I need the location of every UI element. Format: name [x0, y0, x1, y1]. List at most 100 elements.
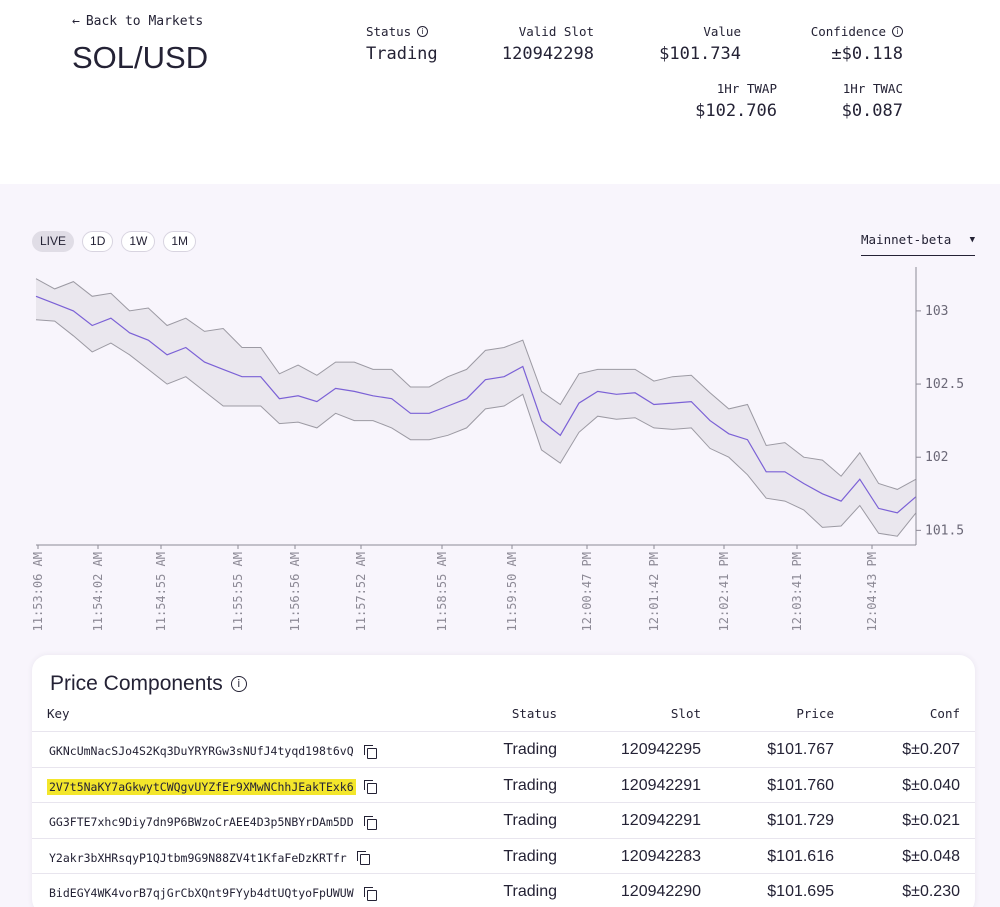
copy-icon[interactable] — [363, 744, 377, 759]
status-cell: Trading — [503, 847, 557, 865]
value-label: Value — [703, 24, 741, 39]
twac-value: $0.087 — [841, 101, 903, 121]
copy-icon[interactable] — [363, 780, 377, 794]
network-select[interactable]: Mainnet-beta ▼ — [861, 232, 975, 256]
value-stat: Value $101.734 — [659, 24, 741, 64]
price-chart[interactable]: 103 102.5 102 101.5 11:53:06 AM 11:54:02 AM 1… — [0, 262, 1000, 652]
publisher-key[interactable]: GKNcUmNacSJo4S2Kq3DuYRYRGw3sNUfJ4tyqd198… — [49, 744, 354, 758]
info-icon[interactable]: i — [230, 676, 247, 692]
price-cell: $101.767 — [767, 741, 834, 758]
y-tick-label: 103 — [925, 304, 948, 319]
slot-cell: 120942290 — [620, 883, 701, 900]
x-tick-label: 12:02:41 PM — [717, 552, 731, 631]
x-tick-label: 11:53:06 AM — [31, 552, 45, 631]
col-header-key: Key — [47, 706, 70, 721]
publisher-key-cell: Y2akr3bXHRsqyP1QJtbm9G9N88ZV4t1KfaFeDzKR… — [47, 850, 370, 866]
range-live-button[interactable]: LIVE — [32, 231, 75, 252]
table-row: BidEGY4WK4vorB7qjGrCbXQnt9FYyb4dtUQtyoFp… — [32, 873, 975, 907]
y-tick-label: 102.5 — [925, 377, 964, 392]
status-cell: Trading — [503, 812, 557, 829]
copy-icon[interactable] — [363, 886, 377, 901]
confidence-upper-line — [35, 278, 917, 490]
confidence-lower-line — [35, 319, 917, 537]
status-label: Status — [366, 24, 412, 39]
copy-icon[interactable] — [356, 851, 370, 865]
x-tick-label: 11:54:55 AM — [154, 552, 168, 631]
x-tick-label: 11:55:55 AM — [231, 552, 245, 631]
copy-icon[interactable] — [363, 815, 377, 830]
publisher-key[interactable]: Y2akr3bXHRsqyP1QJtbm9G9N88ZV4t1KfaFeDzKR… — [49, 850, 347, 865]
conf-cell: $±0.230 — [902, 883, 960, 900]
confidence-band-area — [36, 278, 916, 537]
col-header-slot: Slot — [670, 706, 701, 721]
conf-cell: $±0.048 — [902, 847, 960, 865]
slot-cell: 120942295 — [620, 741, 701, 758]
publisher-key-cell: GKNcUmNacSJo4S2Kq3DuYRYRGw3sNUfJ4tyqd198… — [47, 743, 377, 759]
col-header-conf: Conf — [929, 706, 960, 721]
x-tick-label: 11:57:52 AM — [354, 552, 368, 631]
x-tick-label: 12:01:42 PM — [647, 552, 661, 631]
x-tick-label: 11:58:55 AM — [435, 552, 449, 631]
back-link-label: Back to Markets — [85, 14, 204, 29]
price-components-title: Price Components — [50, 672, 223, 695]
valid-slot-value: 120942298 — [501, 44, 594, 64]
conf-cell: $±0.040 — [902, 776, 960, 794]
network-select-value: Mainnet-beta — [861, 232, 952, 247]
publisher-key[interactable]: 2V7t5NaKY7aGkwytCWQgvUYZfEr9XMwNChhJEakT… — [47, 778, 356, 795]
table-row: Y2akr3bXHRsqyP1QJtbm9G9N88ZV4t1KfaFeDzKR… — [32, 837, 975, 873]
y-axis-labels: 103 102.5 102 101.5 — [916, 304, 964, 538]
conf-cell: $±0.207 — [902, 741, 960, 758]
status-value: Trading — [366, 44, 438, 64]
range-1w-button[interactable]: 1W — [121, 231, 156, 252]
twap-label: 1Hr TWAP — [716, 81, 777, 96]
valid-slot-stat: Valid Slot 120942298 — [502, 24, 594, 64]
status-cell: Trading — [503, 741, 557, 758]
col-header-price: Price — [796, 706, 834, 721]
publisher-key[interactable]: BidEGY4WK4vorB7qjGrCbXQnt9FYyb4dtUQtyoFp… — [49, 886, 354, 900]
col-header-status: Status — [511, 706, 557, 721]
price-cell: $101.760 — [767, 776, 834, 794]
page-title: SOL/USD — [72, 40, 209, 75]
info-icon[interactable]: i — [417, 26, 429, 37]
price-cell: $101.616 — [767, 847, 834, 865]
value-value: $101.734 — [659, 44, 741, 64]
price-components-card: Price Components i Key Status Slot Price… — [32, 655, 975, 907]
info-icon[interactable]: i — [892, 26, 903, 37]
status-cell: Trading — [503, 883, 557, 900]
slot-cell: 120942283 — [620, 847, 701, 865]
confidence-stat: Confidence i ±$0.118 — [811, 24, 903, 64]
table-row: GKNcUmNacSJo4S2Kq3DuYRYRGw3sNUfJ4tyqd198… — [32, 731, 975, 766]
publisher-key[interactable]: GG3FTE7xhc9Diy7dn9P6BWzoCrAEE4D3p5NBYrDA… — [49, 815, 354, 829]
x-tick-label: 11:56:56 AM — [288, 552, 302, 631]
price-components-heading: Price Components i — [50, 672, 247, 696]
slot-cell: 120942291 — [620, 776, 701, 794]
price-line — [35, 295, 917, 514]
time-range-selector: LIVE 1D 1W 1M — [32, 231, 197, 252]
range-1d-button[interactable]: 1D — [82, 231, 114, 252]
slot-cell: 120942291 — [620, 812, 701, 829]
x-tick-label: 12:03:41 PM — [790, 552, 804, 631]
y-tick-label: 102 — [925, 450, 948, 465]
chart-axes — [36, 267, 917, 546]
conf-cell: $±0.021 — [902, 812, 960, 829]
x-tick-label: 12:04:43 PM — [865, 552, 879, 631]
x-axis-labels: 11:53:06 AM 11:54:02 AM 11:54:55 AM 11:55:5… — [31, 545, 879, 631]
status-stat: Status i Trading — [366, 24, 438, 64]
caret-down-icon: ▼ — [969, 235, 975, 245]
twap-value: $102.706 — [695, 101, 777, 121]
y-tick-label: 101.5 — [925, 523, 964, 538]
price-cell: $101.695 — [767, 883, 834, 900]
price-cell: $101.729 — [767, 812, 834, 829]
twac-label: 1Hr TWAC — [842, 81, 903, 96]
x-tick-label: 12:00:47 PM — [580, 552, 594, 631]
table-row: GG3FTE7xhc9Diy7dn9P6BWzoCrAEE4D3p5NBYrDA… — [32, 802, 975, 837]
price-series-line — [35, 295, 917, 514]
twac-stat: 1Hr TWAC $0.087 — [842, 81, 903, 121]
range-1m-button[interactable]: 1M — [163, 231, 197, 252]
publisher-key-cell: BidEGY4WK4vorB7qjGrCbXQnt9FYyb4dtUQtyoFp… — [47, 885, 377, 901]
confidence-band — [35, 278, 917, 537]
confidence-value: ±$0.118 — [831, 44, 903, 64]
publisher-key-cell: 2V7t5NaKY7aGkwytCWQgvUYZfEr9XMwNChhJEakT… — [47, 778, 377, 795]
status-cell: Trading — [503, 776, 557, 794]
back-to-markets-link[interactable]: ← Back to Markets — [72, 14, 203, 29]
